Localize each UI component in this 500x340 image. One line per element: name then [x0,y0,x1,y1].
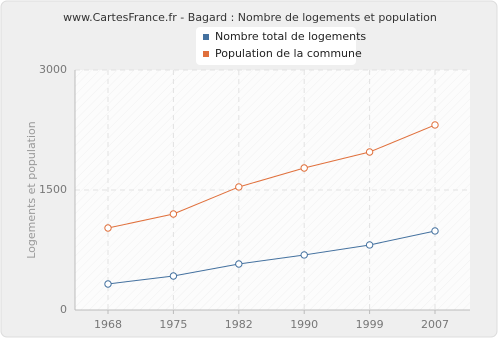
y-tick-label: 3000 [39,63,67,76]
point [104,224,112,232]
y-tick-label: 0 [60,303,67,316]
point [104,280,112,288]
point [365,148,374,156]
y-axis-label: Logements et population [25,121,38,259]
point [365,241,374,249]
x-tick-label: 1999 [356,318,384,331]
point [300,251,308,259]
point [235,183,243,191]
x-tick-label: 1968 [94,318,122,331]
point [169,210,178,218]
legend [196,27,356,65]
x-tick-label: 1975 [159,318,187,331]
series-line [107,124,436,229]
legend-swatch [203,34,209,40]
point [300,164,308,172]
x-tick-label: 1990 [290,318,318,331]
point [431,121,439,129]
point [235,260,243,268]
point [431,227,439,235]
point [169,272,178,280]
series-line [107,230,436,285]
y-tick-label: 1500 [39,183,67,196]
legend-label: Nombre total de logements [215,30,366,43]
x-tick-label: 1982 [225,318,253,331]
x-tick-label: 2007 [421,318,449,331]
chart-title: www.CartesFrance.fr - Bagard : Nombre de… [63,11,437,24]
legend-swatch [203,51,209,57]
legend-label: Population de la commune [215,47,362,60]
